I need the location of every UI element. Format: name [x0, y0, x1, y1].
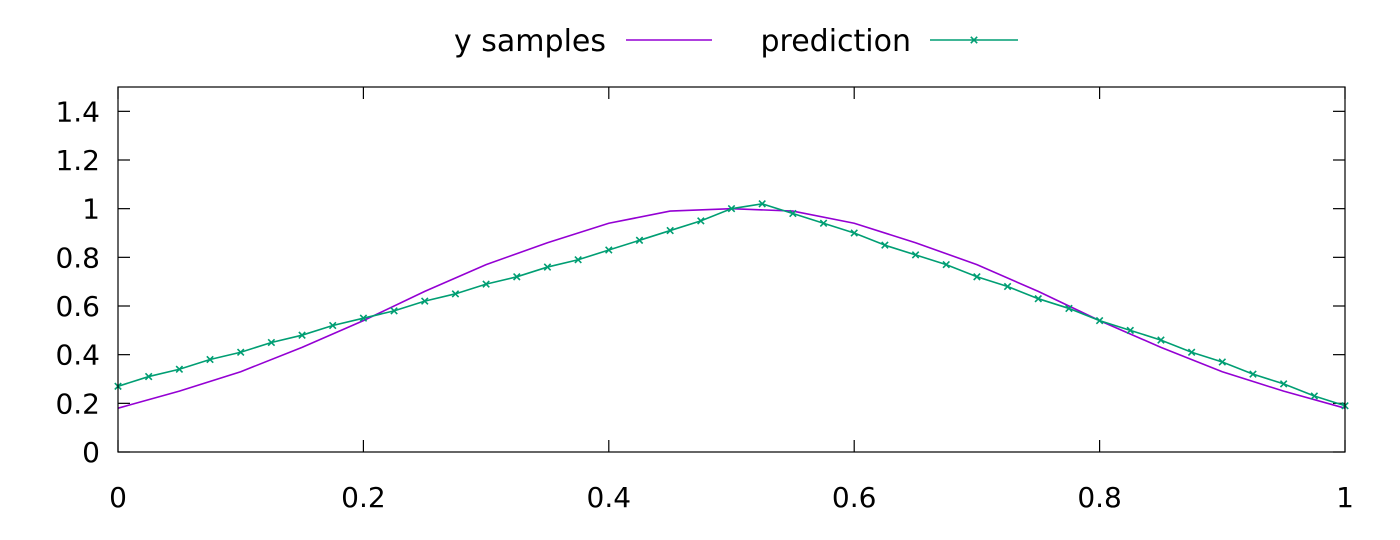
y-tick-label: 0: [82, 436, 100, 469]
y-tick-label: 1: [82, 193, 100, 226]
data-point: [1187, 348, 1196, 356]
data-point: [1126, 326, 1135, 335]
data-point: [850, 229, 858, 237]
y-tick-label: 0.8: [55, 241, 100, 274]
data-point: [359, 314, 368, 322]
data-point: [1065, 304, 1073, 313]
data-point: [911, 251, 920, 259]
x-tick-label: 0.2: [341, 481, 386, 514]
data-point: [1034, 294, 1043, 303]
data-point: [328, 321, 337, 330]
legend-swatch-marker: [970, 36, 978, 44]
x-tick-label: 0.8: [1077, 481, 1122, 514]
data-point: [666, 226, 674, 235]
data-point: [1095, 316, 1104, 325]
legend-label: y samples: [454, 24, 606, 59]
series-layer: [114, 200, 1349, 410]
data-point: [697, 217, 705, 225]
data-point: [1279, 380, 1288, 388]
data-point: [298, 331, 306, 339]
data-point: [513, 273, 521, 281]
y-tick-label: 0.4: [55, 339, 100, 372]
legend-label: prediction: [760, 24, 911, 59]
series-line: [117, 202, 1346, 407]
data-point: [267, 338, 276, 347]
data-point: [482, 280, 490, 288]
y-tick-label: 1.4: [55, 95, 100, 128]
axis-tick-labels: 0 0.2 0.4 0.6 0.8 1 1.2 1.4 0 0.2 0.4 0.6 0.8 1: [55, 95, 1353, 514]
data-point: [420, 297, 429, 305]
y-tick-label: 1.2: [55, 144, 100, 177]
y-tick-label: 0.6: [55, 290, 100, 323]
plot-frame: [117, 86, 1346, 453]
data-point: [175, 365, 184, 374]
data-point: [1310, 392, 1319, 400]
data-point: [1157, 336, 1165, 344]
data-point: [1218, 358, 1227, 366]
data-point: [881, 241, 889, 249]
data-point: [144, 372, 153, 381]
data-point: [605, 246, 613, 254]
x-tick-label: 0: [109, 481, 127, 514]
data-point: [1003, 282, 1012, 291]
data-point: [236, 348, 245, 356]
data-point: [543, 263, 552, 271]
data-point: [819, 219, 828, 228]
series-1: [114, 200, 1349, 410]
legend: y samples prediction: [454, 24, 1018, 59]
y-tick-label: 0.2: [55, 387, 100, 420]
data-point: [206, 355, 214, 364]
x-tick-label: 1: [1336, 481, 1354, 514]
data-point: [758, 200, 766, 208]
x-tick-label: 0.6: [832, 481, 877, 514]
data-point: [1249, 370, 1257, 378]
series-0: [117, 207, 1346, 409]
series-line: [117, 207, 1346, 409]
data-point: [942, 260, 950, 269]
data-point: [973, 273, 981, 281]
x-tick-label: 0.4: [587, 481, 632, 514]
data-point: [635, 236, 644, 245]
data-point: [451, 290, 460, 298]
data-point: [789, 209, 797, 218]
data-point: [727, 204, 736, 213]
data-point: [390, 307, 398, 315]
data-point: [574, 256, 582, 264]
axis-ticks: [117, 87, 1346, 453]
